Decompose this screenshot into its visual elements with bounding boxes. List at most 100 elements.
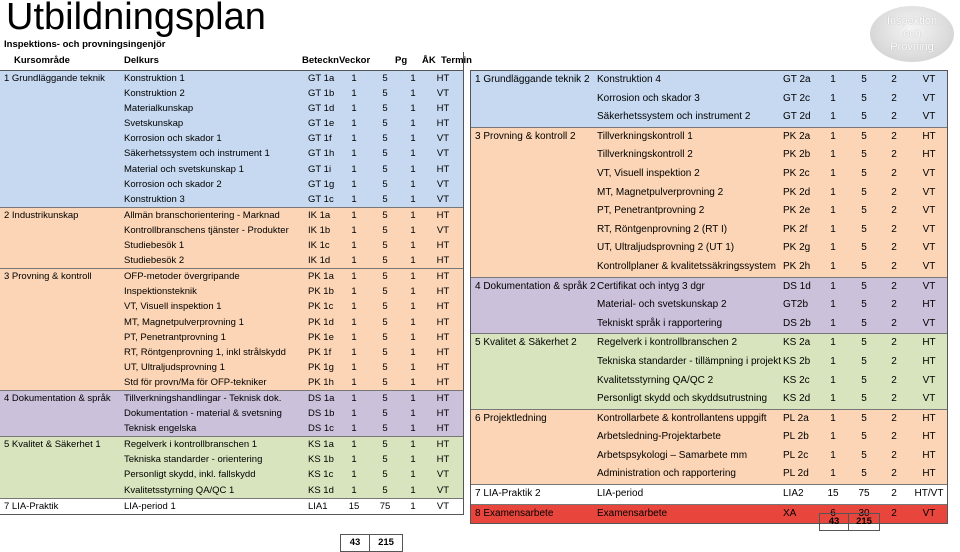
cell-code: PL 2d [783, 468, 809, 480]
table-row: VT, Visuell inspektion 2 PK 2c 1 5 2 VT [471, 164, 947, 184]
cell-weeks: 1 [830, 374, 836, 386]
cell-weeks: 1 [351, 423, 357, 435]
cell-course: Inspektionsteknik [124, 286, 197, 298]
cell-weeks: 1 [830, 431, 836, 443]
cell-code: PL 2c [783, 449, 809, 461]
header-area: Kursområde [14, 55, 70, 66]
cell-year: 2 [891, 260, 897, 272]
cell-weeks: 1 [830, 260, 836, 272]
cell-area: 5 Kvalitet & Säkerhet 2 [475, 337, 577, 349]
cell-points: 75 [379, 500, 391, 512]
cell-course: Tekniskt språk i rapportering [597, 317, 723, 329]
cell-term: VT [436, 484, 450, 496]
table-row: PT, Penetrantprovning 1 PK 1e 1 5 1 HT [0, 329, 463, 345]
cell-points: 5 [861, 468, 867, 480]
table-row: RT, Röntgenprovning 2 (RT I) PK 2f 1 5 2 VT [471, 220, 947, 240]
cell-weeks: 1 [351, 178, 357, 190]
cell-points: 75 [858, 488, 870, 500]
table-row: 3 Provning & kontroll OFP-metoder övergri… [0, 268, 463, 285]
cell-year: 1 [410, 178, 416, 190]
cell-year: 1 [410, 73, 416, 84]
cell-points: 5 [861, 186, 867, 198]
cell-course: Kvalitetsstyrning QA/QC 2 [597, 374, 714, 386]
cell-code: PK 1f [308, 346, 332, 358]
cell-weeks: 1 [351, 439, 357, 451]
table-row: 7 LIA-Praktik LIA-period 1 LIA1 15 75 1 VT [0, 497, 463, 514]
cell-year: 2 [891, 393, 897, 405]
page-subtitle: Inspektions- och provningsingenjör [4, 39, 166, 50]
cell-code: IK 1a [308, 209, 331, 221]
cell-weeks: 1 [351, 240, 357, 252]
table-row: 5 Kvalitet & Säkerhet 1 Regelverk i kontr… [0, 436, 463, 453]
cell-code: KS 2b [783, 355, 811, 367]
year-1-totals: 43 215 [340, 534, 403, 552]
page-title: Utbildningsplan [6, 0, 266, 38]
cell-weeks: 1 [351, 454, 357, 466]
cell-year: 2 [891, 205, 897, 217]
cell-year: 1 [410, 376, 416, 388]
logo-line-3: Provning [890, 40, 934, 53]
cell-code: PK 2a [783, 130, 811, 142]
cell-code: IK 1d [308, 255, 331, 267]
cell-code: KS 2a [783, 337, 811, 349]
cell-term: HT [436, 163, 450, 175]
header-weeks: Veckor [339, 55, 371, 66]
cell-term: HT [436, 346, 450, 358]
cell-weeks: 1 [351, 484, 357, 496]
cell-weeks: 1 [351, 271, 357, 283]
cell-term: VT [922, 223, 936, 235]
cell-course: Administration och rapportering [597, 468, 736, 480]
cell-course: Korrosion och skador 1 [124, 133, 222, 145]
cell-year: 1 [410, 224, 416, 236]
cell-weeks: 1 [830, 337, 836, 349]
cell-course: LIA-period [597, 488, 644, 500]
cell-weeks: 1 [830, 242, 836, 254]
cell-code: GT 1e [308, 118, 335, 130]
total-weeks: 43 [341, 535, 370, 551]
cell-term: HT [436, 454, 450, 466]
cell-weeks: 1 [830, 92, 836, 104]
cell-code: IK 1c [308, 240, 330, 252]
cell-weeks: 1 [830, 149, 836, 161]
cell-area: 6 Projektledning [475, 412, 547, 424]
cell-term: HT [922, 130, 936, 142]
cell-code: PK 1g [308, 361, 334, 373]
logo-line-1: Inspektion [886, 14, 938, 27]
cell-weeks: 1 [830, 223, 836, 235]
cell-points: 5 [861, 449, 867, 461]
cell-year: 2 [891, 488, 897, 500]
cell-code: PK 2h [783, 260, 811, 272]
cell-points: 5 [861, 393, 867, 405]
cell-points: 5 [861, 74, 867, 85]
cell-code: PK 2c [783, 167, 810, 179]
cell-course: Studiebesök 1 [124, 240, 185, 252]
table-row: Säkerhetssystem och instrument 2 GT 2d 1 5 2… [471, 108, 947, 127]
cell-course: Personligt skydd och skyddsutrustning [597, 393, 768, 405]
table-row: 6 Projektledning Kontrollarbete & kontrol… [471, 408, 947, 429]
cell-points: 5 [382, 148, 388, 160]
cell-term: HT [436, 392, 450, 404]
cell-points: 5 [382, 301, 388, 313]
cell-term: VT [922, 260, 936, 272]
cell-weeks: 1 [351, 286, 357, 298]
cell-course: Kontrollbranschens tjänster - Produkter [124, 224, 289, 236]
cell-points: 5 [382, 209, 388, 221]
cell-weeks: 1 [351, 392, 357, 404]
cell-year: 2 [891, 412, 897, 424]
total-points: 215 [378, 537, 394, 548]
cell-area: 7 LIA-Praktik 2 [475, 488, 541, 500]
cell-term: VT [922, 317, 936, 329]
cell-weeks: 1 [351, 255, 357, 267]
cell-code: GT 1c [308, 193, 334, 205]
cell-course: Arbetspsykologi – Samarbete mm [597, 449, 748, 461]
cell-course: Konstruktion 1 [124, 73, 185, 84]
cell-weeks: 1 [830, 111, 836, 123]
cell-course: Kontrollplaner & kvalitetssäkringssystem [597, 260, 776, 272]
cell-course: Konstruktion 2 [124, 88, 185, 100]
cell-points: 5 [382, 178, 388, 190]
cell-code: PK 1c [308, 301, 334, 313]
cell-points: 5 [861, 242, 867, 254]
cell-weeks: 1 [830, 412, 836, 424]
table-row: 7 LIA-Praktik 2 LIA-period LIA2 15 75 2 HT/VT [471, 484, 947, 504]
cell-course: PT, Penetrantprovning 2 [597, 205, 705, 217]
